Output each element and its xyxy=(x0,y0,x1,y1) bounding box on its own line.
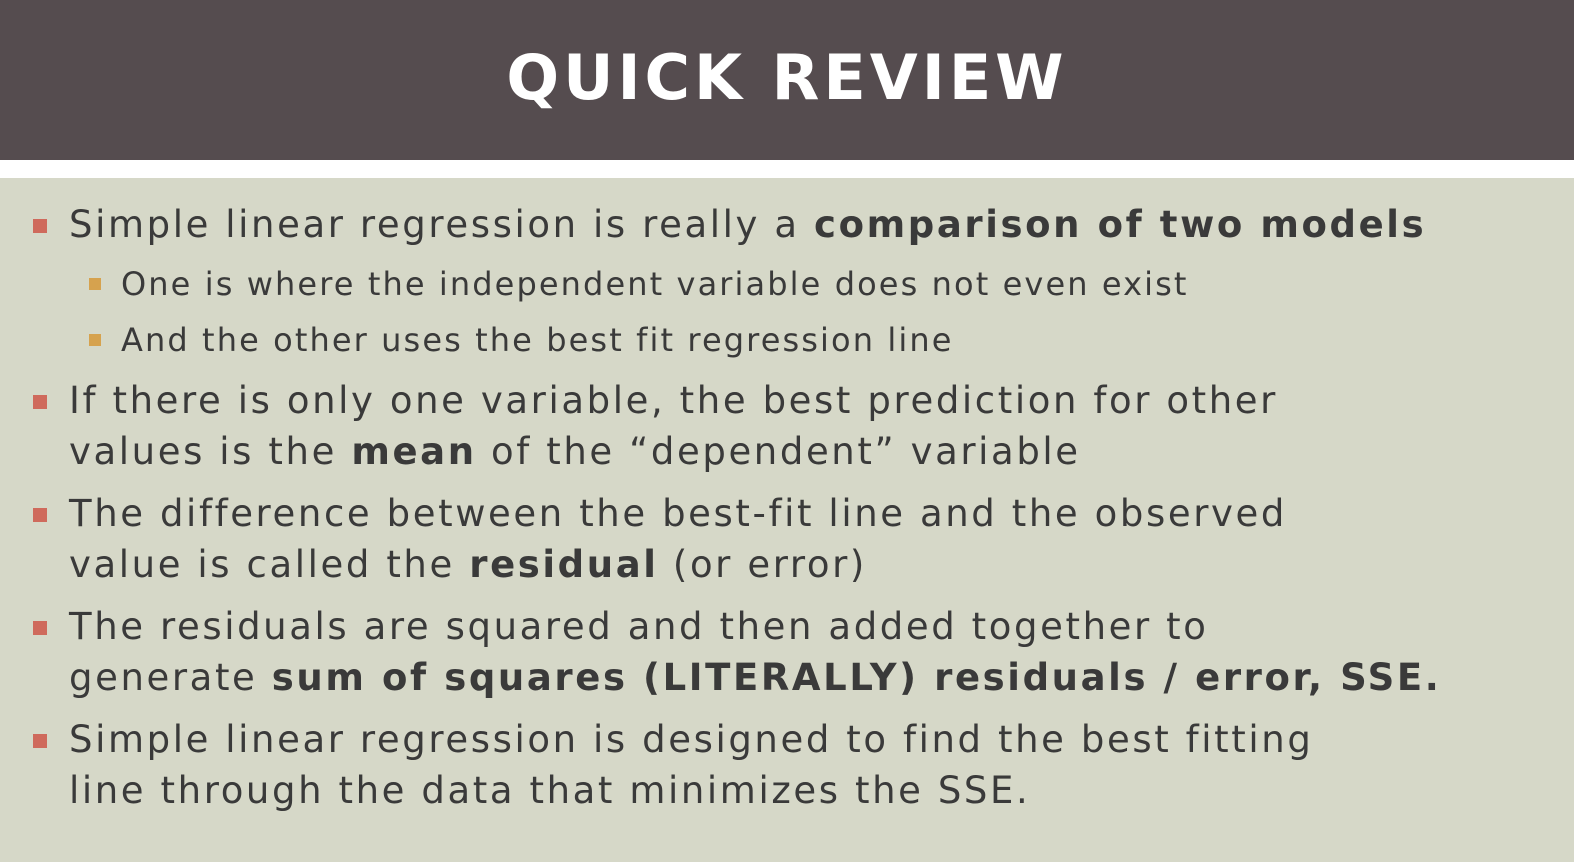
title-bar: QUICK REVIEW xyxy=(0,0,1574,160)
bullet-text: If there is only one variable, the best … xyxy=(69,379,1278,422)
bullet-text-bold: sum of squares (LITERALLY) residuals / e… xyxy=(271,656,1442,699)
bullet-text: values is the xyxy=(69,430,352,473)
bullet-text: line through the data that minimizes the… xyxy=(69,769,1031,812)
bullet-text: of the “dependent” variable xyxy=(476,430,1081,473)
square-bullet-icon xyxy=(33,621,47,635)
bullet-text-bold: comparison of two models xyxy=(814,203,1427,246)
square-bullet-icon xyxy=(33,508,47,522)
bullet-text: One is where the independent variable do… xyxy=(121,265,1189,303)
bullet-text-bold: residual xyxy=(469,543,659,586)
bullet-text: And the other uses the best fit regressi… xyxy=(121,321,954,359)
slide-title: QUICK REVIEW xyxy=(506,41,1068,114)
bullet-line: The difference between the best-fit line… xyxy=(69,489,1287,539)
bullet-list: Simple linear regression is really a com… xyxy=(0,178,1574,862)
bullet-line: And the other uses the best fit regressi… xyxy=(121,318,954,362)
square-bullet-icon xyxy=(33,395,47,409)
bullet-text: Simple linear regression is designed to … xyxy=(69,718,1314,761)
bullet-line: The residuals are squared and then added… xyxy=(69,602,1209,652)
square-sub-bullet-icon xyxy=(89,278,101,290)
bullet-text-bold: mean xyxy=(351,430,477,473)
bullet-text: The difference between the best-fit line… xyxy=(69,492,1287,535)
bullet-line: If there is only one variable, the best … xyxy=(69,376,1278,426)
square-bullet-icon xyxy=(33,734,47,748)
bullet-text: generate xyxy=(69,656,272,699)
bullet-line: value is called the residual (or error) xyxy=(69,540,867,590)
bullet-line: values is the mean of the “dependent” va… xyxy=(69,427,1081,477)
bullet-line: Simple linear regression is designed to … xyxy=(69,715,1313,765)
square-sub-bullet-icon xyxy=(89,334,101,346)
bullet-text: (or error) xyxy=(658,543,867,586)
bullet-text: The residuals are squared and then added… xyxy=(69,605,1209,648)
title-divider xyxy=(0,160,1574,178)
bullet-line: generate sum of squares (LITERALLY) resi… xyxy=(69,653,1441,703)
square-bullet-icon xyxy=(33,219,47,233)
bullet-line: line through the data that minimizes the… xyxy=(69,766,1030,816)
bullet-text: Simple linear regression is really a xyxy=(69,203,815,246)
bullet-line: Simple linear regression is really a com… xyxy=(69,200,1426,250)
bullet-line: One is where the independent variable do… xyxy=(121,262,1189,306)
bullet-text: value is called the xyxy=(69,543,470,586)
